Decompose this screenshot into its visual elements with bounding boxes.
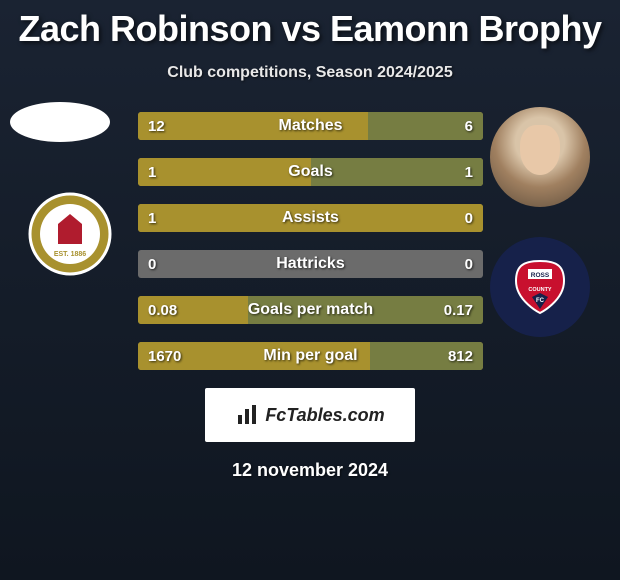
stat-row: 1670Min per goal812 [138,342,483,370]
stat-bars: 12Matches61Goals11Assists00Hattricks00.0… [138,112,483,370]
comparison-date: 12 november 2024 [0,460,620,481]
player-left-avatar [10,102,110,142]
stat-value-right: 1 [465,164,473,181]
stat-row: 1Goals1 [138,158,483,186]
stat-value-right: 6 [465,118,473,135]
svg-text:FC: FC [536,298,545,304]
stat-value-right: 0 [465,256,473,273]
stat-value-right: 0.17 [444,302,473,319]
comparison-panel: EST. 1886 ROSS COUNTY FC 12Matches61Goal… [0,112,620,481]
stat-label: Assists [138,209,483,227]
svg-text:COUNTY: COUNTY [528,287,552,293]
svg-text:ROSS: ROSS [531,272,550,279]
player-left-club-crest: EST. 1886 [20,192,120,276]
player-right-club-crest: ROSS COUNTY FC [490,237,590,337]
stat-label: Goals [138,163,483,181]
stat-row: 12Matches6 [138,112,483,140]
fctables-chart-icon [235,403,259,427]
player-right-avatar [490,107,590,207]
subtitle: Club competitions, Season 2024/2025 [0,64,620,82]
stat-value-right: 0 [465,210,473,227]
stat-row: 1Assists0 [138,204,483,232]
fctables-label: FcTables.com [265,405,384,426]
page-title: Zach Robinson vs Eamonn Brophy [0,0,620,50]
fctables-badge[interactable]: FcTables.com [205,388,415,442]
ross-county-crest-icon: ROSS COUNTY FC [510,257,570,317]
svg-text:EST. 1886: EST. 1886 [54,251,86,258]
stat-label: Goals per match [138,301,483,319]
stat-value-right: 812 [448,348,473,365]
stat-label: Min per goal [138,347,483,365]
stat-row: 0.08Goals per match0.17 [138,296,483,324]
motherwell-crest-icon: EST. 1886 [20,192,120,276]
stat-label: Matches [138,117,483,135]
stat-row: 0Hattricks0 [138,250,483,278]
stat-label: Hattricks [138,255,483,273]
